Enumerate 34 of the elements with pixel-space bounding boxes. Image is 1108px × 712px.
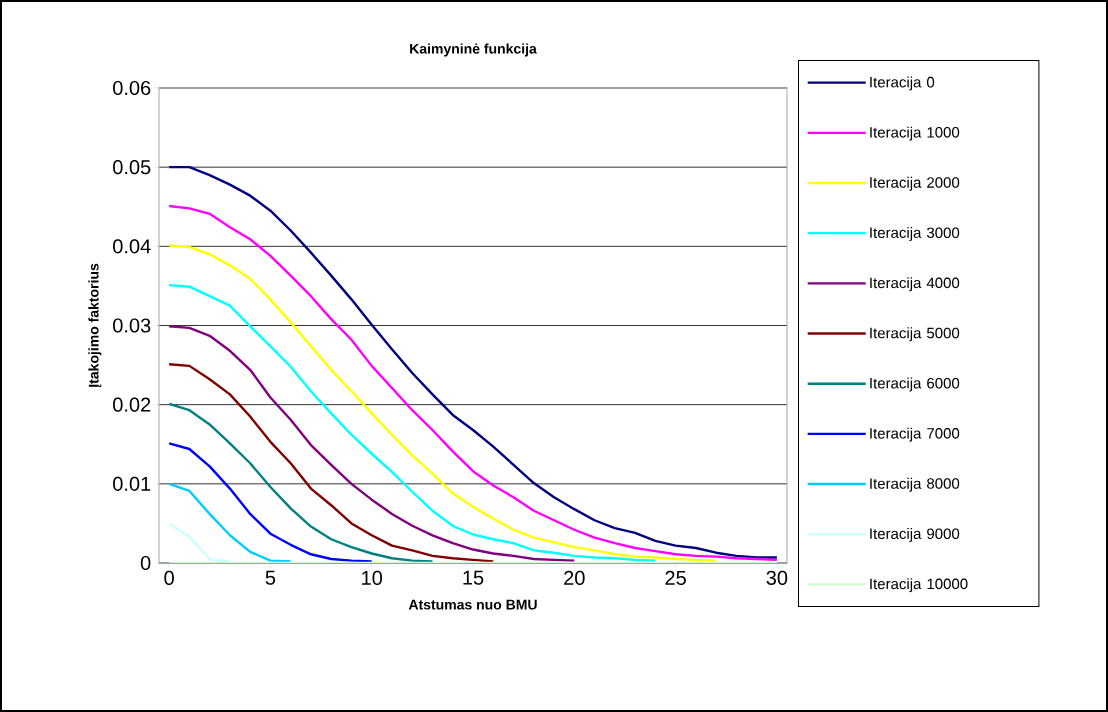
legend-label: Iteracija 7000 (870, 427, 960, 442)
legend-label: Iteracija 0 (870, 76, 935, 91)
y-tick-label: 0.01 (113, 476, 151, 491)
x-tick-label: 30 (766, 570, 788, 585)
y-axis-title: Įtakojimo faktorius (88, 263, 102, 388)
y-tick-label: 0.06 (113, 80, 151, 96)
line-series (167, 522, 232, 563)
x-tick-label: 20 (564, 570, 585, 585)
x-tick-label: 5 (265, 570, 276, 585)
line-series (167, 482, 292, 563)
legend-label: Iteracija 1000 (870, 126, 960, 141)
line-series (167, 442, 373, 563)
legend-label: Iteracija 2000 (870, 176, 960, 191)
legend-label: Iteracija 6000 (870, 377, 960, 392)
y-tick-label: 0.03 (113, 318, 151, 333)
line-series (167, 325, 576, 562)
line-series (167, 363, 495, 563)
x-tick-label: 25 (665, 570, 686, 585)
y-tick-label: 0.04 (113, 239, 151, 254)
y-tick-label: 0 (140, 555, 151, 571)
legend-label: Iteracija 9000 (870, 528, 960, 542)
y-tick-label: 0.02 (113, 397, 151, 412)
x-axis-title: Atstumas nuo BMU (408, 599, 537, 610)
legend-label: Iteracija 8000 (870, 477, 960, 492)
x-tick-label: 0 (164, 570, 174, 585)
chart-title: Kaimyninė funkcija (410, 43, 537, 57)
x-tick-label: 15 (463, 570, 484, 585)
legend-label: Iteracija 10000 (870, 578, 968, 593)
x-tick-label: 10 (362, 570, 383, 585)
legend-label: Iteracija 3000 (870, 226, 960, 241)
y-tick-label: 0.05 (113, 160, 151, 175)
line-series (167, 402, 434, 563)
legend-label: Iteracija 4000 (870, 277, 960, 292)
legend-label: Iteracija 5000 (870, 327, 960, 342)
